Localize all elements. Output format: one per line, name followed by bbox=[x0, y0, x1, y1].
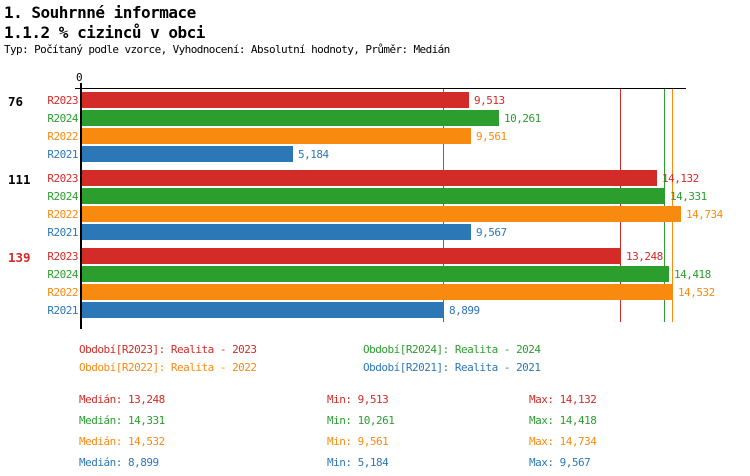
series-row-label-R2022: R2022 bbox=[47, 286, 78, 299]
median-line-R2024 bbox=[664, 89, 665, 322]
series-row-label-R2023: R2023 bbox=[47, 172, 78, 185]
bar-139-R2022 bbox=[82, 284, 673, 300]
series-row-label-R2021: R2021 bbox=[47, 304, 78, 317]
series-row-label-R2022: R2022 bbox=[47, 130, 78, 143]
section-title: 1. Souhrnné informace bbox=[4, 3, 196, 22]
median-line-R2021 bbox=[443, 89, 444, 322]
bar-value-label-76-R2023: 9,513 bbox=[474, 94, 505, 107]
bar-value-label-76-R2022: 9,561 bbox=[476, 130, 507, 143]
bar-value-label-111-R2021: 9,567 bbox=[476, 226, 507, 239]
bar-value-label-139-R2024: 14,418 bbox=[674, 268, 711, 281]
min-stat-R2023: Min: 9,513 bbox=[327, 393, 389, 406]
median-stat-R2021: Medián: 8,899 bbox=[79, 456, 159, 469]
bar-value-label-139-R2021: 8,899 bbox=[449, 304, 480, 317]
max-stat-R2021: Max: 9,567 bbox=[529, 456, 591, 469]
bar-111-R2022 bbox=[82, 206, 681, 222]
series-row-label-R2023: R2023 bbox=[47, 250, 78, 263]
x-axis-top-line bbox=[75, 88, 686, 89]
bar-value-label-76-R2021: 5,184 bbox=[298, 148, 329, 161]
legend-item-R2024: Období[R2024]: Realita - 2024 bbox=[363, 343, 541, 356]
max-stat-R2023: Max: 14,132 bbox=[529, 393, 597, 406]
max-stat-R2022: Max: 14,734 bbox=[529, 435, 597, 448]
group-label-139: 139 bbox=[8, 250, 31, 265]
median-stat-R2023: Medián: 13,248 bbox=[79, 393, 165, 406]
group-label-76: 76 bbox=[8, 94, 24, 109]
bar-76-R2021 bbox=[82, 146, 293, 162]
series-row-label-R2024: R2024 bbox=[47, 190, 78, 203]
bar-value-label-111-R2022: 14,734 bbox=[686, 208, 723, 221]
bar-76-R2023 bbox=[82, 92, 469, 108]
min-stat-R2022: Min: 9,561 bbox=[327, 435, 389, 448]
median-stat-R2024: Medián: 14,331 bbox=[79, 414, 165, 427]
bar-111-R2024 bbox=[82, 188, 665, 204]
min-stat-R2024: Min: 10,261 bbox=[327, 414, 395, 427]
indicator-title: 1.1.2 % cizinců v obci bbox=[4, 23, 205, 42]
bar-111-R2021 bbox=[82, 224, 471, 240]
group-label-111: 111 bbox=[8, 172, 31, 187]
bar-value-label-139-R2022: 14,532 bbox=[678, 286, 715, 299]
median-stat-R2022: Medián: 14,532 bbox=[79, 435, 165, 448]
series-row-label-R2024: R2024 bbox=[47, 268, 78, 281]
bar-value-label-111-R2023: 14,132 bbox=[662, 172, 699, 185]
median-line-R2022 bbox=[672, 89, 673, 322]
median-line-R2023 bbox=[620, 89, 621, 322]
bar-139-R2024 bbox=[82, 266, 669, 282]
series-row-label-R2024: R2024 bbox=[47, 112, 78, 125]
series-row-label-R2021: R2021 bbox=[47, 148, 78, 161]
max-stat-R2024: Max: 14,418 bbox=[529, 414, 597, 427]
series-row-label-R2023: R2023 bbox=[47, 94, 78, 107]
x-axis-origin-label: 0 bbox=[76, 71, 83, 84]
bar-139-R2021 bbox=[82, 302, 444, 318]
legend-item-R2023: Období[R2023]: Realita - 2023 bbox=[79, 343, 257, 356]
bar-76-R2022 bbox=[82, 128, 471, 144]
legend-item-R2021: Období[R2021]: Realita - 2021 bbox=[363, 361, 541, 374]
bar-value-label-139-R2023: 13,248 bbox=[626, 250, 663, 263]
bar-111-R2023 bbox=[82, 170, 657, 186]
bar-76-R2024 bbox=[82, 110, 499, 126]
indicator-meta: Typ: Počítaný podle vzorce, Vyhodnocení:… bbox=[4, 43, 450, 56]
series-row-label-R2021: R2021 bbox=[47, 226, 78, 239]
min-stat-R2021: Min: 5,184 bbox=[327, 456, 389, 469]
bar-value-label-76-R2024: 10,261 bbox=[504, 112, 541, 125]
y-axis-line bbox=[80, 83, 82, 329]
legend-item-R2022: Období[R2022]: Realita - 2022 bbox=[79, 361, 257, 374]
bar-value-label-111-R2024: 14,331 bbox=[670, 190, 707, 203]
series-row-label-R2022: R2022 bbox=[47, 208, 78, 221]
bar-139-R2023 bbox=[82, 248, 621, 264]
